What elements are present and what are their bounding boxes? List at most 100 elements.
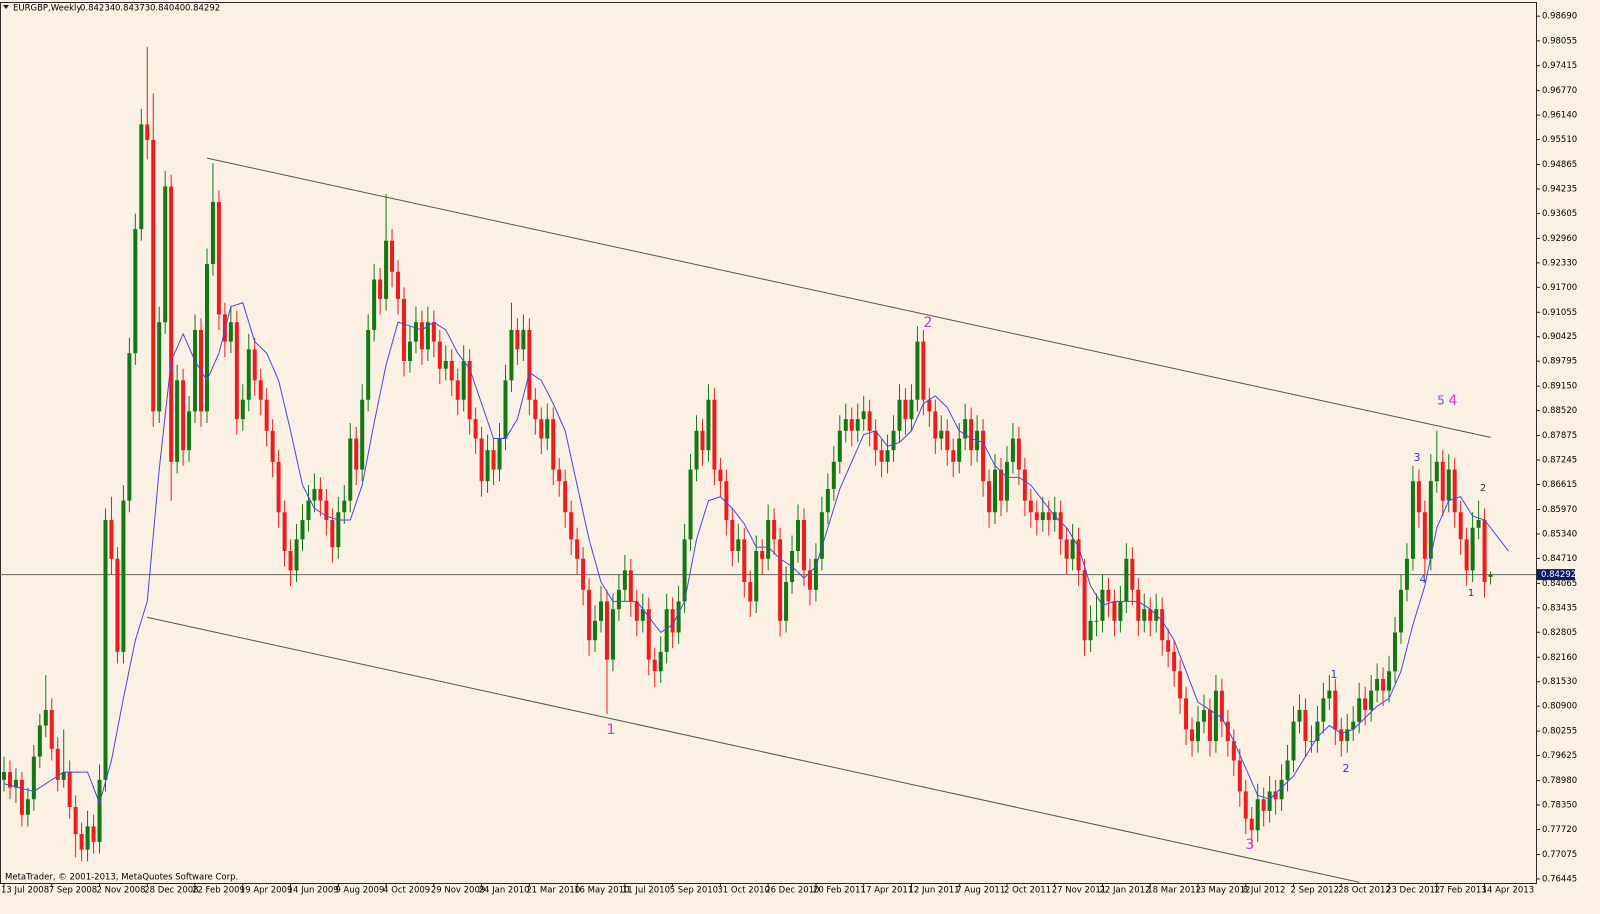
y-tick-label: 0.91055 bbox=[1542, 308, 1577, 318]
candle-body bbox=[551, 419, 556, 470]
y-tick-label: 0.80255 bbox=[1542, 727, 1577, 737]
candle-body bbox=[1464, 539, 1469, 571]
candle-body bbox=[1381, 678, 1386, 691]
candle-body bbox=[1201, 710, 1206, 722]
candle-body bbox=[754, 551, 759, 602]
candle-body bbox=[306, 500, 311, 520]
candle-body bbox=[1267, 791, 1272, 811]
y-tick-label: 0.89150 bbox=[1542, 382, 1577, 392]
candle-body bbox=[401, 298, 406, 361]
candle-body bbox=[993, 469, 998, 513]
x-tick-label: 24 Jan 2010 bbox=[479, 886, 530, 896]
candle-body bbox=[1106, 589, 1111, 602]
wave-label: 2 bbox=[1343, 762, 1350, 775]
x-tick-label: 23 Dec 2012 bbox=[1386, 886, 1440, 896]
y-tick-label: 0.88520 bbox=[1542, 406, 1577, 416]
candle-body bbox=[204, 264, 209, 412]
candle-body bbox=[807, 570, 812, 590]
candle-body bbox=[885, 450, 890, 462]
candle-body bbox=[676, 601, 681, 633]
y-tick-label: 0.80900 bbox=[1542, 702, 1577, 712]
candle-body bbox=[736, 539, 741, 552]
candle-body bbox=[981, 430, 986, 482]
wave-label: 5 bbox=[1437, 394, 1445, 408]
candle-body bbox=[563, 481, 568, 513]
y-tick-label: 0.98690 bbox=[1542, 12, 1577, 22]
candle-body bbox=[604, 601, 609, 660]
y-tick-label: 0.96140 bbox=[1542, 111, 1577, 121]
candle-body bbox=[216, 201, 221, 315]
wave-label: 2 bbox=[924, 315, 933, 331]
candle-body bbox=[115, 558, 120, 652]
x-tick-label: 28 Dec 2008 bbox=[144, 886, 198, 896]
candle-body bbox=[927, 399, 932, 412]
candle-body bbox=[730, 519, 735, 552]
x-tick-label: 27 Nov 2011 bbox=[1052, 886, 1106, 896]
candle-body bbox=[813, 558, 818, 590]
candle-body bbox=[515, 329, 520, 350]
collapse-icon[interactable] bbox=[3, 5, 9, 9]
candle-body bbox=[294, 539, 299, 571]
candle-body bbox=[622, 570, 627, 590]
candle-body bbox=[79, 834, 84, 850]
candle-body bbox=[288, 551, 293, 571]
candle-body bbox=[1297, 710, 1302, 722]
candle-body bbox=[503, 380, 508, 439]
candle-body bbox=[461, 360, 466, 400]
candle-body bbox=[849, 419, 854, 431]
candle-body bbox=[407, 341, 412, 361]
y-tick-label: 0.95510 bbox=[1542, 135, 1577, 145]
candle-body bbox=[19, 779, 24, 815]
candle-body bbox=[25, 799, 30, 815]
y-tick-label: 0.85970 bbox=[1542, 505, 1577, 515]
candle-body bbox=[1070, 539, 1075, 559]
candle-body bbox=[1410, 481, 1415, 559]
candle-body bbox=[1279, 779, 1284, 800]
candle-body bbox=[1482, 519, 1487, 583]
candle-body bbox=[449, 360, 454, 381]
wave-label: 3 bbox=[1246, 837, 1255, 853]
candle-body bbox=[1040, 512, 1045, 520]
candle-body bbox=[324, 500, 329, 520]
x-tick-label: 13 May 2012 bbox=[1195, 886, 1250, 896]
candle-body bbox=[1255, 799, 1260, 831]
candle-body bbox=[169, 186, 174, 462]
x-tick-label: 7 Sep 2008 bbox=[49, 886, 97, 896]
candle-body bbox=[879, 450, 884, 462]
candle-body bbox=[766, 519, 771, 559]
candle-body bbox=[1434, 461, 1439, 482]
candle-body bbox=[1249, 818, 1254, 831]
candle-body bbox=[772, 519, 777, 540]
candle-body bbox=[1357, 698, 1362, 722]
candle-body bbox=[479, 438, 484, 482]
candle-body bbox=[1130, 558, 1135, 590]
candle-body bbox=[987, 481, 992, 513]
current-price-label: 0.84292 bbox=[1541, 570, 1576, 580]
x-tick-label: 29 Nov 2009 bbox=[431, 886, 485, 896]
x-tick-label: 26 Dec 2010 bbox=[765, 886, 819, 896]
y-tick-label: 0.81530 bbox=[1542, 677, 1577, 687]
y-tick-label: 0.90425 bbox=[1542, 332, 1577, 342]
candle-body bbox=[700, 430, 705, 451]
y-tick-label: 0.76445 bbox=[1542, 874, 1577, 884]
candle-body bbox=[384, 240, 389, 299]
candle-body bbox=[682, 539, 687, 602]
candle-body bbox=[909, 399, 914, 420]
candle-body bbox=[431, 322, 436, 342]
y-tick-label: 0.89795 bbox=[1542, 357, 1577, 367]
x-tick-label: 18 Mar 2012 bbox=[1147, 886, 1201, 896]
candle-body bbox=[1285, 760, 1290, 780]
candle-body bbox=[234, 322, 239, 420]
candle-body bbox=[1476, 519, 1481, 528]
candle-body bbox=[1136, 589, 1141, 621]
candle-body bbox=[85, 826, 90, 850]
wave-label: 2 bbox=[1480, 483, 1486, 494]
candle-body bbox=[312, 488, 317, 501]
candle-body bbox=[455, 380, 460, 400]
x-tick-label: 17 Feb 2013 bbox=[1434, 886, 1487, 896]
candle-body bbox=[1375, 678, 1380, 691]
candle-body bbox=[97, 779, 102, 842]
candle-body bbox=[270, 430, 275, 462]
x-tick-label: 19 Apr 2009 bbox=[240, 886, 293, 896]
